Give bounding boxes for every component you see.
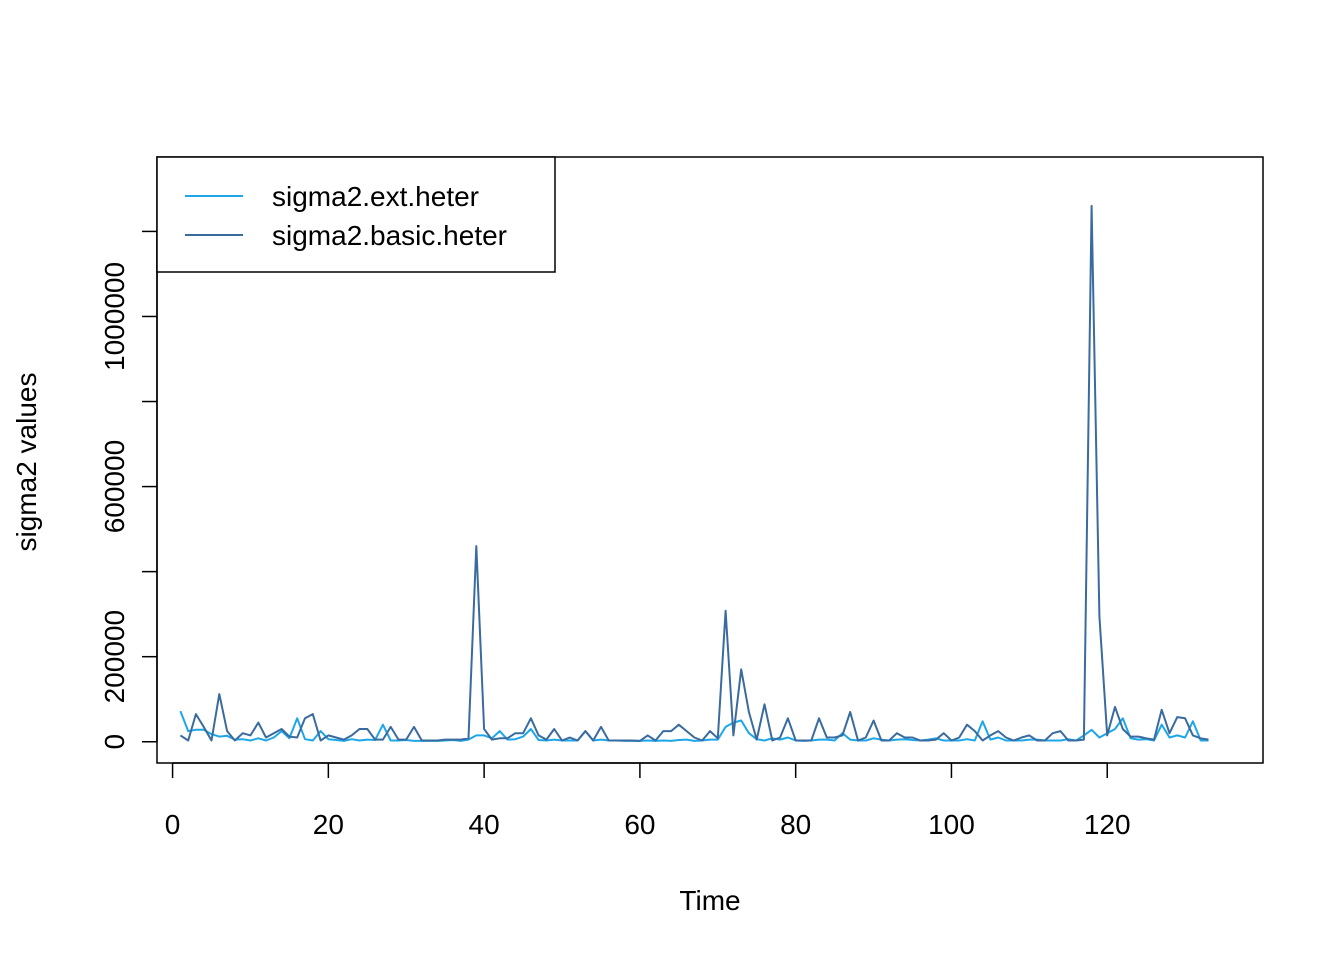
x-tick-label: 60: [624, 809, 655, 840]
x-axis: 0 20 40 60 80 100 120: [165, 762, 1131, 840]
y-axis: 0 200000 600000 1000000: [99, 230, 158, 750]
x-tick-label: 120: [1084, 809, 1131, 840]
x-tick-label: 20: [313, 809, 344, 840]
series-line-sigma2-basic-heter: [179, 204, 1209, 742]
series-lines: [179, 204, 1209, 742]
legend: sigma2.ext.heter sigma2.basic.heter: [156, 156, 556, 273]
legend-label-ext-heter: sigma2.ext.heter: [272, 181, 479, 212]
y-tick-label: 1000000: [99, 262, 130, 371]
legend-label-basic-heter: sigma2.basic.heter: [272, 220, 507, 251]
y-tick-label: 600000: [99, 440, 130, 533]
y-tick-label: 0: [99, 734, 130, 750]
x-tick-label: 100: [928, 809, 975, 840]
x-axis-title: Time: [679, 885, 740, 916]
x-tick-label: 0: [165, 809, 181, 840]
legend-box: [156, 156, 556, 273]
y-axis-title: sigma2 values: [11, 373, 42, 552]
y-tick-label: 200000: [99, 610, 130, 703]
x-tick-label: 40: [469, 809, 500, 840]
x-tick-label: 80: [780, 809, 811, 840]
